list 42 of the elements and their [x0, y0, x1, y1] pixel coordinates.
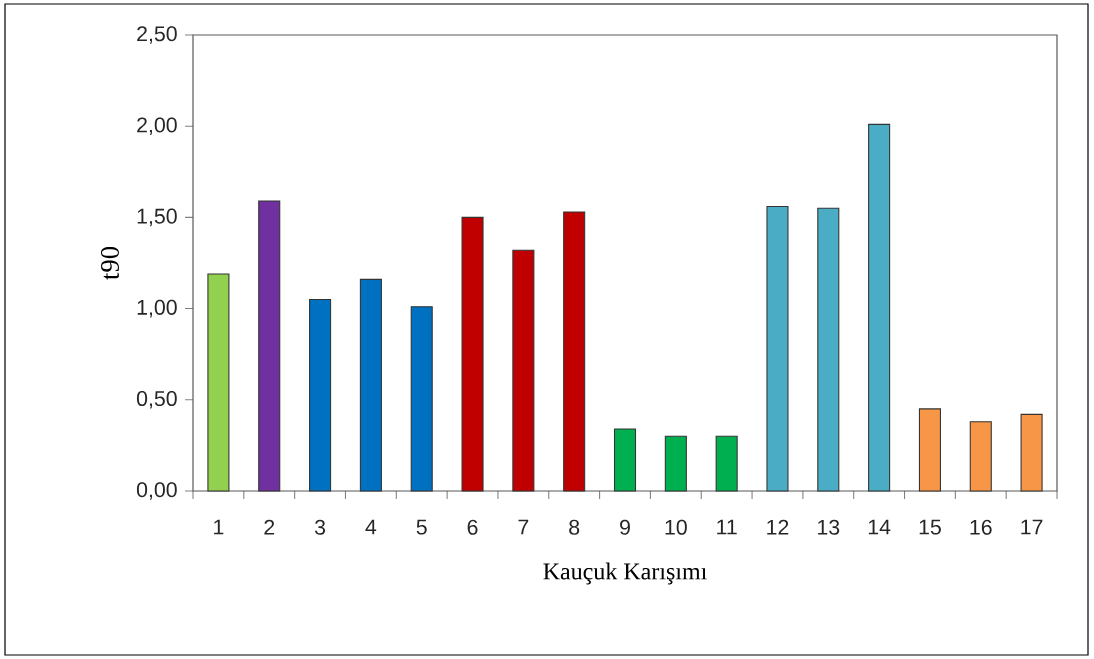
bar: [359, 278, 382, 492]
bar: [207, 273, 230, 492]
x-tick-label: 7: [518, 519, 529, 535]
bar: [410, 306, 433, 492]
x-tick-label: 16: [970, 519, 992, 535]
bar: [258, 200, 281, 492]
x-tick-label: 15: [919, 519, 941, 535]
bar: [563, 211, 586, 492]
y-tick-label: 1,00: [137, 299, 177, 318]
x-tick-label: 10: [665, 519, 687, 535]
y-tick-label: 2,00: [137, 117, 177, 135]
bar: [1020, 413, 1043, 492]
x-tick-label: 1: [214, 519, 224, 535]
y-tick-label: 1,50: [137, 208, 177, 227]
bar: [715, 435, 738, 492]
y-tick-label: 0,50: [136, 390, 177, 409]
bar: [613, 428, 637, 492]
x-tick-label: 14: [868, 519, 891, 535]
x-tick-label: 9: [620, 519, 630, 535]
bar: [817, 207, 840, 492]
x-tick-label: 8: [569, 519, 580, 535]
bar: [918, 408, 941, 492]
bar: [664, 435, 687, 492]
x-tick-label: 12: [767, 519, 789, 535]
x-axis-title: Kauçuk Karışımı: [543, 562, 707, 585]
x-tick-label: 6: [467, 519, 478, 535]
bar: [461, 216, 484, 492]
bar: [868, 123, 891, 492]
x-tick-label: 11: [717, 519, 737, 535]
x-tick-label: 13: [818, 519, 840, 535]
x-tick-label: 4: [365, 519, 377, 535]
y-axis-title: t90: [100, 246, 119, 280]
x-tick-label: 3: [314, 519, 326, 535]
bar: [309, 298, 332, 492]
x-tick-label: 17: [1021, 519, 1043, 535]
bar: [969, 421, 992, 492]
y-tick-label: 2,50: [137, 26, 177, 44]
y-tick-label: 0,00: [136, 482, 177, 500]
x-tick-label: 5: [416, 519, 427, 535]
bar: [766, 205, 789, 492]
bar: [512, 249, 535, 492]
x-tick-label: 2: [264, 519, 275, 535]
